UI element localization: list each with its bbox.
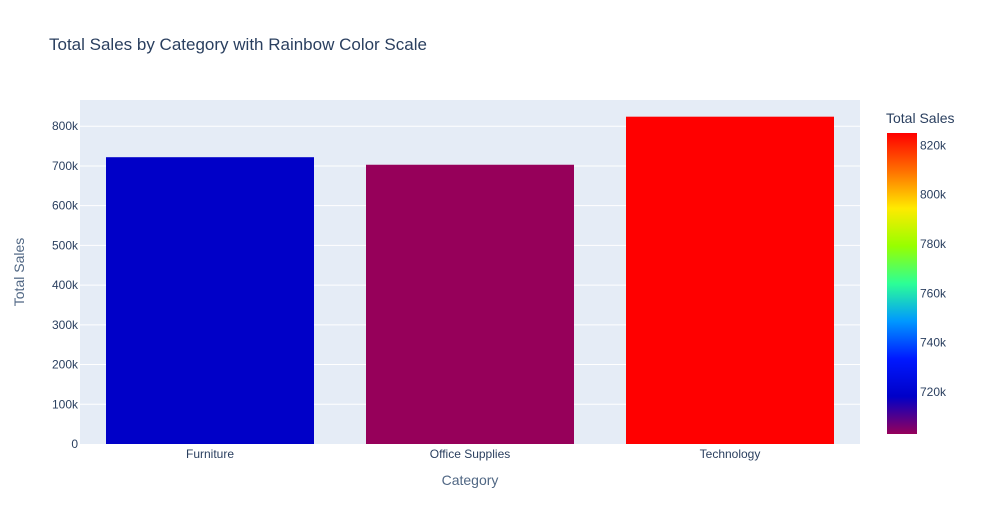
y-tick-label: 600k: [52, 199, 79, 213]
x-tick-label: Office Supplies: [430, 447, 511, 461]
bars: [106, 116, 834, 445]
y-tick-label: 500k: [52, 238, 79, 252]
bar-office-supplies: [366, 164, 574, 444]
y-tick-label: 800k: [52, 119, 79, 133]
y-tick-label: 0: [71, 437, 78, 451]
y-tick-label: 100k: [52, 397, 79, 411]
colorbar-tick-label: 780k: [920, 237, 947, 251]
y-axis-ticks: 0 100k 200k 300k 400k 500k 600k 700k 800k: [52, 119, 79, 451]
colorbar-tick-label: 820k: [920, 138, 947, 152]
x-axis-ticks: Furniture Office Supplies Technology: [186, 447, 760, 461]
colorbar-tick-label: 740k: [920, 336, 947, 350]
y-tick-label: 200k: [52, 358, 79, 372]
y-tick-label: 700k: [52, 159, 79, 173]
colorbar-ticks: 720k 740k 760k 780k 800k 820k: [920, 138, 947, 399]
chart-title: Total Sales by Category with Rainbow Col…: [49, 35, 427, 54]
colorbar: [887, 133, 917, 434]
x-tick-label: Technology: [700, 447, 761, 461]
bar-technology: [626, 116, 834, 445]
colorbar-tick-label: 760k: [920, 286, 947, 300]
x-tick-label: Furniture: [186, 447, 234, 461]
y-tick-label: 400k: [52, 278, 79, 292]
colorbar-title: Total Sales: [886, 110, 954, 126]
bar-furniture: [106, 157, 314, 444]
colorbar-tick-label: 720k: [920, 385, 947, 399]
colorbar-tick-label: 800k: [920, 188, 947, 202]
y-axis-title: Total Sales: [11, 238, 27, 306]
x-axis-title: Category: [442, 472, 499, 488]
y-tick-label: 300k: [52, 318, 79, 332]
